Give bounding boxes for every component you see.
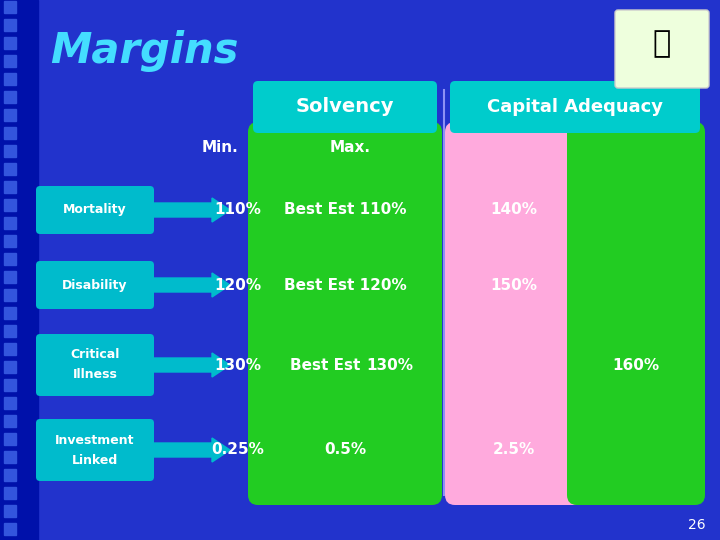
Bar [4, 451, 16, 463]
Text: Linked: Linked [72, 454, 118, 467]
Text: Solvency: Solvency [296, 98, 395, 117]
FancyArrow shape [150, 273, 230, 297]
Text: 130%: 130% [215, 357, 261, 373]
Bar [4, 415, 16, 427]
Bar [4, 433, 16, 445]
Bar [4, 505, 16, 517]
Bar [4, 37, 16, 49]
Text: 110%: 110% [215, 202, 261, 218]
FancyArrow shape [150, 353, 230, 377]
Bar [4, 469, 16, 481]
Bar [4, 523, 16, 535]
FancyBboxPatch shape [253, 81, 437, 133]
Text: Critical: Critical [71, 348, 120, 361]
Bar [4, 289, 16, 301]
Text: 0.25%: 0.25% [212, 442, 264, 457]
Text: 🦘: 🦘 [653, 30, 671, 58]
Text: Best Est 120%: Best Est 120% [284, 278, 406, 293]
Bar [4, 181, 16, 193]
Bar [4, 145, 16, 157]
Text: Margins: Margins [50, 30, 238, 72]
Bar [4, 163, 16, 175]
Bar [4, 361, 16, 373]
FancyBboxPatch shape [36, 334, 154, 396]
FancyBboxPatch shape [567, 122, 705, 505]
Text: Investment: Investment [55, 434, 135, 447]
FancyArrow shape [150, 438, 230, 462]
Text: 160%: 160% [613, 357, 660, 373]
Bar [4, 91, 16, 103]
Text: Mortality: Mortality [63, 204, 127, 217]
FancyBboxPatch shape [445, 122, 583, 505]
FancyArrow shape [150, 198, 230, 222]
FancyBboxPatch shape [36, 261, 154, 309]
Bar [4, 235, 16, 247]
FancyBboxPatch shape [450, 81, 700, 133]
Text: Min.: Min. [202, 140, 238, 155]
Bar [4, 271, 16, 283]
Text: Best Est: Best Est [290, 357, 360, 373]
Text: 120%: 120% [215, 278, 261, 293]
Text: 140%: 140% [490, 202, 538, 218]
Bar [4, 397, 16, 409]
FancyBboxPatch shape [248, 122, 442, 505]
Text: 2.5%: 2.5% [493, 442, 535, 457]
Text: Capital Adequacy: Capital Adequacy [487, 98, 663, 116]
Bar [4, 55, 16, 67]
FancyBboxPatch shape [615, 10, 709, 88]
Bar [4, 253, 16, 265]
Text: Disability: Disability [62, 279, 127, 292]
Bar [4, 1, 16, 13]
Bar [4, 343, 16, 355]
Bar [4, 199, 16, 211]
FancyBboxPatch shape [36, 419, 154, 481]
Bar [4, 217, 16, 229]
Text: Illness: Illness [73, 368, 117, 381]
Text: 130%: 130% [366, 357, 413, 373]
Text: 26: 26 [688, 518, 706, 532]
Text: 0.5%: 0.5% [324, 442, 366, 457]
Text: Max.: Max. [330, 140, 371, 155]
FancyBboxPatch shape [36, 186, 154, 234]
Bar [4, 487, 16, 499]
Bar [4, 307, 16, 319]
Text: Best Est 110%: Best Est 110% [284, 202, 406, 218]
Bar [4, 325, 16, 337]
Bar [4, 379, 16, 391]
Text: 150%: 150% [490, 278, 538, 293]
Bar [4, 73, 16, 85]
Bar [4, 127, 16, 139]
Bar [0, 0, 38, 540]
Bar [4, 109, 16, 121]
Bar [4, 19, 16, 31]
